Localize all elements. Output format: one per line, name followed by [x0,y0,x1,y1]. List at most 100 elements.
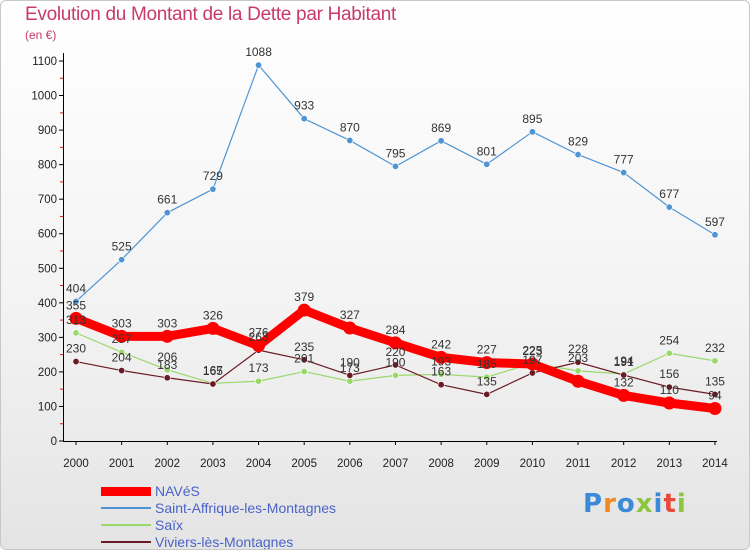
legend-label: NAVéS [155,483,200,499]
x-tick-label: 2002 [154,458,180,470]
data-point [300,115,308,123]
data-point [391,371,399,379]
data-label: 185 [477,357,497,371]
data-label: 303 [157,316,177,330]
y-tick-label: 1100 [32,56,57,68]
data-label: 191 [614,355,634,369]
x-tick-label: 2014 [702,458,728,470]
data-point [525,357,539,371]
logo-letter: P [583,489,604,519]
legend-item-viviers[interactable]: Viviers-lès-Montagnes [101,534,401,550]
legend-label: Saïx [155,517,184,533]
data-point [115,329,129,343]
y-tick-label: 300 [38,332,57,344]
legend-item-saix[interactable]: Saïx [101,517,401,534]
data-label: 203 [568,351,588,365]
data-label: 173 [249,361,269,375]
data-label: 276 [249,326,269,340]
data-point [72,358,80,366]
legend-label: Viviers-lès-Montagnes [155,534,294,550]
data-label: 355 [66,298,86,312]
data-point [483,373,491,381]
x-tick-label: 2005 [291,458,317,470]
data-label: 201 [294,352,314,366]
data-point [620,169,628,177]
logo-letter: i [653,489,664,519]
data-label: 190 [340,355,360,369]
x-tick-label: 2011 [566,458,591,470]
data-point [711,231,719,239]
y-tick-label: 800 [38,160,57,172]
y-tick-label: 0 [51,436,57,448]
data-label: 156 [659,367,679,381]
logo-letter: r [603,489,617,519]
data-point [255,61,263,69]
legend: NAVéS Saint-Affrique-les-Montagnes Saïx … [101,483,401,550]
data-point [72,297,80,305]
x-tick-label: 2004 [246,458,272,470]
data-label: 110 [660,383,679,397]
x-tick-label: 2000 [63,458,89,470]
data-label: 173 [340,361,360,375]
data-point [388,336,402,350]
legend-item-saint-affrique[interactable]: Saint-Affrique-les-Montagnes [101,500,401,517]
data-point [346,377,354,385]
legend-item-naves[interactable]: NAVéS [101,483,401,500]
data-label: 193 [431,354,451,368]
x-tick-label: 2010 [520,458,546,470]
data-point [483,390,491,398]
y-tick-label: 600 [38,229,57,241]
data-label: 263 [249,330,269,344]
y-tick-label: 1000 [31,91,57,103]
data-label: 257 [112,332,132,346]
data-label: 829 [568,135,588,149]
data-label: 525 [112,240,132,254]
data-label: 167 [203,363,223,377]
data-point [480,356,494,370]
legend-label: Saint-Affrique-les-Montagnes [155,500,337,516]
y-tick-label: 700 [38,194,57,206]
data-label: 597 [705,215,725,229]
data-label: 132 [614,375,634,389]
data-point [528,369,536,377]
data-point [163,374,171,382]
data-point [437,137,445,145]
data-point [118,367,126,375]
data-label: 303 [112,316,132,330]
legend-swatch [101,486,151,496]
data-label: 194 [614,354,634,368]
data-point [346,136,354,144]
x-tick-label: 2007 [383,458,409,470]
x-tick-label: 2012 [611,458,637,470]
data-point [72,329,80,337]
data-label: 223 [522,344,542,358]
data-label: 313 [66,313,86,327]
data-label: 1088 [245,45,272,59]
data-label: 404 [66,281,86,295]
data-label: 933 [294,99,314,113]
proxiti-logo: Proxiti [583,489,687,519]
data-point [711,390,719,398]
data-label: 225 [522,343,542,357]
data-point [574,151,582,159]
data-point [437,381,445,389]
data-label: 326 [203,308,223,322]
data-point [665,383,673,391]
logo-letter: o [616,489,636,519]
data-point [483,160,491,168]
data-label: 870 [340,120,360,134]
data-label: 327 [340,308,360,322]
data-point [391,162,399,170]
data-point [209,185,217,193]
data-point [571,374,585,388]
x-tick-label: 2006 [337,458,363,470]
data-point [665,203,673,211]
data-label: 232 [705,341,725,355]
y-tick-label: 100 [38,401,57,413]
data-point [209,380,217,388]
x-tick-label: 2008 [428,458,454,470]
y-axis-unit: (en €) [25,28,57,42]
data-label: 895 [522,112,542,126]
